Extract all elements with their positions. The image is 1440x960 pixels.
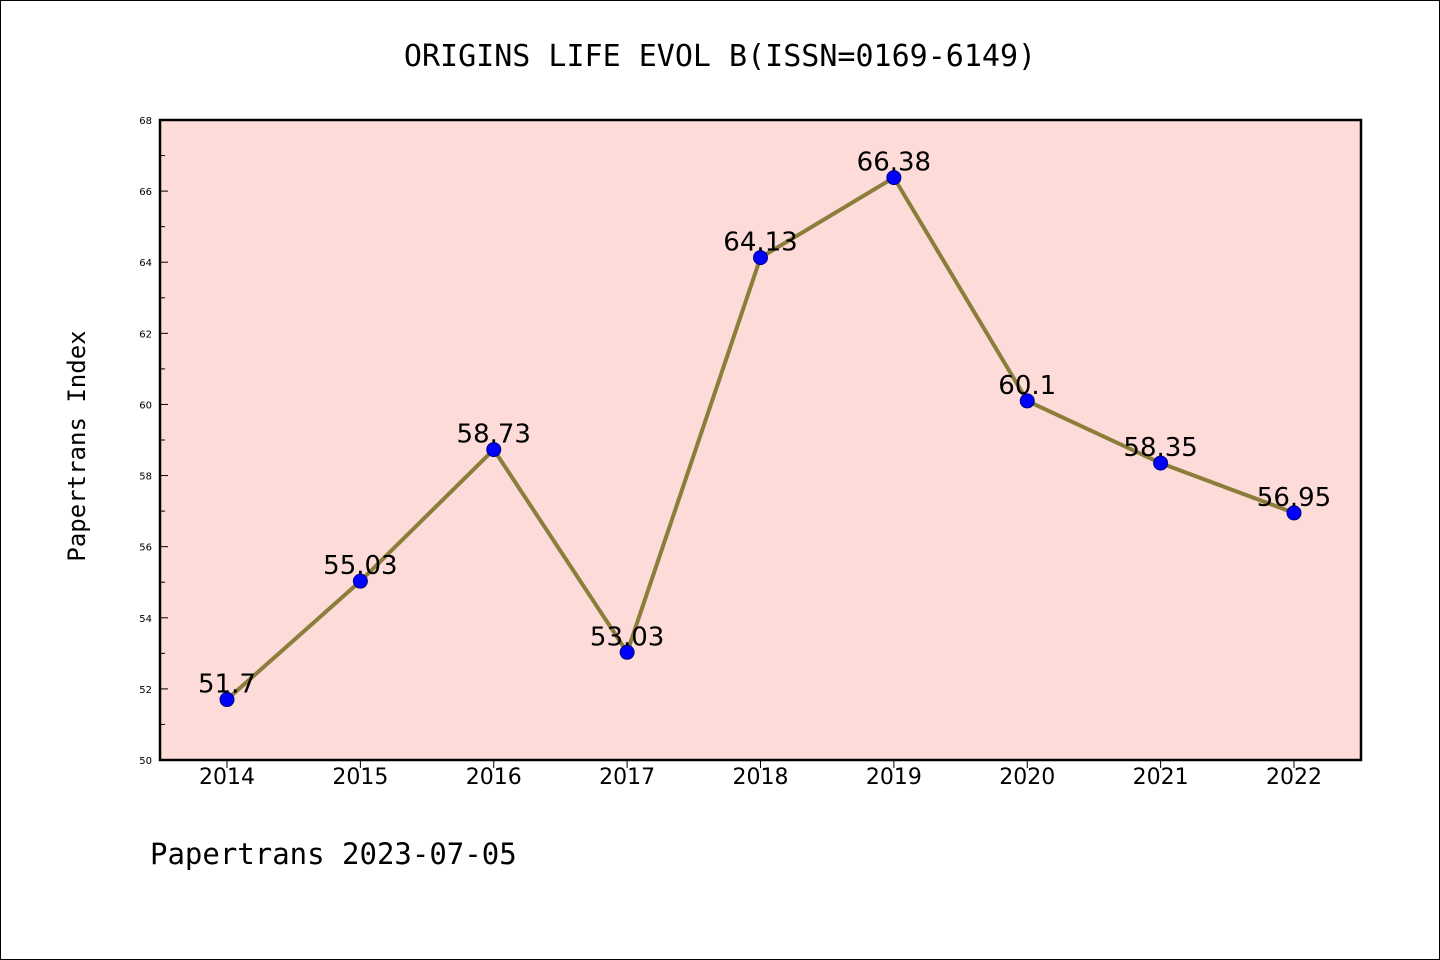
data-label: 55.03 — [323, 551, 397, 581]
data-point — [1286, 505, 1302, 521]
footer-note: Papertrans 2023-07-05 — [150, 837, 517, 871]
x-tick-label: 2022 — [1266, 765, 1322, 790]
y-tick-label: 50 — [139, 756, 152, 767]
data-point — [886, 170, 902, 186]
data-point — [352, 573, 368, 589]
data-label: 56.95 — [1257, 483, 1331, 513]
chart-title: ORIGINS LIFE EVOL B(ISSN=0169-6149) — [404, 39, 1036, 74]
data-label: 51.7 — [198, 670, 256, 700]
plot-background — [160, 120, 1361, 760]
axes-frame — [158, 118, 1363, 762]
data-label: 66.38 — [857, 148, 931, 178]
y-tick-label: 54 — [139, 614, 152, 625]
y-tick-label: 56 — [139, 543, 152, 554]
data-point — [486, 442, 502, 458]
x-tick-label: 2018 — [733, 765, 789, 790]
data-label: 64.13 — [723, 228, 797, 258]
x-tick-label: 2015 — [332, 765, 388, 790]
x-tick-label: 2014 — [199, 765, 255, 790]
data-label: 60.1 — [998, 371, 1056, 401]
y-tick-label: 58 — [139, 472, 152, 483]
y-axis-label: Papertrans Index — [63, 330, 91, 561]
plot-area: 50 52 54 56 58 60 62 64 66 68 2014 2015 2016 2017 2018… — [139, 116, 1363, 790]
x-tick-label: 2016 — [466, 765, 522, 790]
data-label: 53.03 — [590, 622, 664, 652]
x-tick-label: 2020 — [999, 765, 1055, 790]
data-point — [619, 644, 635, 660]
y-tick-label: 52 — [139, 685, 152, 696]
data-point — [1019, 393, 1035, 409]
x-tick-label: 2021 — [1133, 765, 1189, 790]
y-tick-label: 66 — [139, 187, 152, 198]
y-tick-label: 64 — [139, 258, 152, 269]
data-point — [219, 692, 235, 708]
x-tick-label: 2017 — [599, 765, 655, 790]
y-tick-label: 68 — [139, 116, 152, 127]
x-tick-label: 2019 — [866, 765, 922, 790]
data-point — [753, 250, 768, 266]
data-point — [1153, 455, 1169, 471]
y-tick-label: 60 — [139, 400, 152, 411]
y-tick-label: 62 — [139, 329, 152, 340]
data-label: 58.35 — [1123, 433, 1197, 463]
data-label: 58.73 — [457, 420, 531, 450]
